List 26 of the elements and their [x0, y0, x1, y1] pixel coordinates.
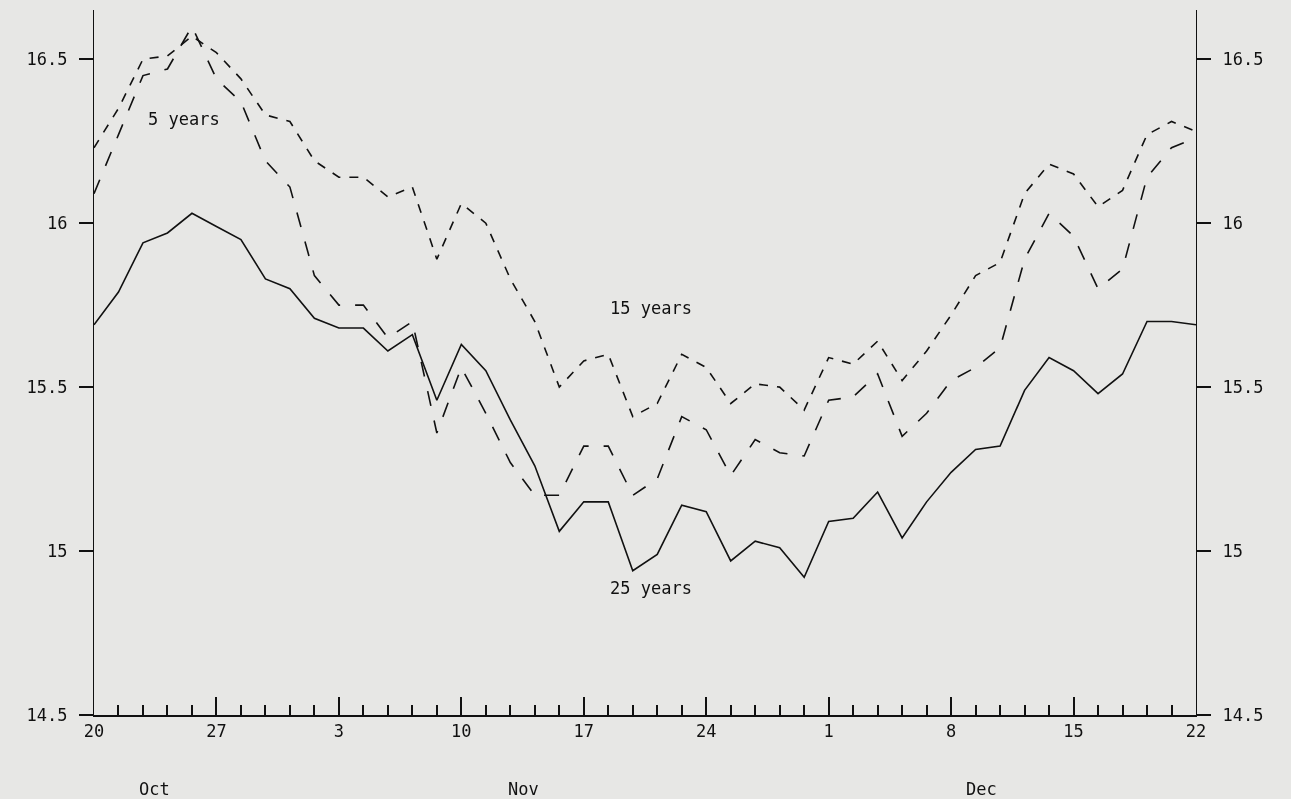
y-tick-label: 16.5 [26, 49, 68, 70]
y2-tick-label: 16.5 [1222, 49, 1264, 70]
x-tick-label: 10 [451, 721, 472, 742]
text: Nov [508, 779, 539, 799]
x-tick-label: 27 [206, 721, 227, 742]
y2-tick-label: 16 [1222, 213, 1243, 234]
text: Oct [139, 779, 170, 799]
y2-tick-label: 14.5 [1222, 704, 1264, 725]
y-tick-label: 15.5 [26, 377, 68, 398]
x-tick-label: 3 [333, 721, 345, 742]
y-tick-label: 14.5 [26, 704, 68, 725]
y-tick-label: 15 [47, 541, 68, 561]
annotation: 15 years [610, 298, 692, 318]
x-tick-label: 8 [945, 721, 957, 742]
x-tick-label: 1 [823, 721, 834, 742]
x-tick-label: 22 [1185, 721, 1207, 742]
x-tick-label: 17 [573, 721, 595, 742]
x-tick-label: 24 [695, 721, 717, 742]
text: Dec [966, 779, 997, 799]
annotation: 25 years [610, 578, 692, 598]
annotation: 5 years [148, 109, 220, 129]
x-tick-label: 20 [83, 721, 105, 742]
y2-tick-label: 15 [1222, 541, 1243, 561]
y-tick-label: 16 [47, 213, 68, 234]
y2-tick-label: 15.5 [1222, 377, 1264, 398]
x-tick-label: 15 [1063, 721, 1084, 742]
